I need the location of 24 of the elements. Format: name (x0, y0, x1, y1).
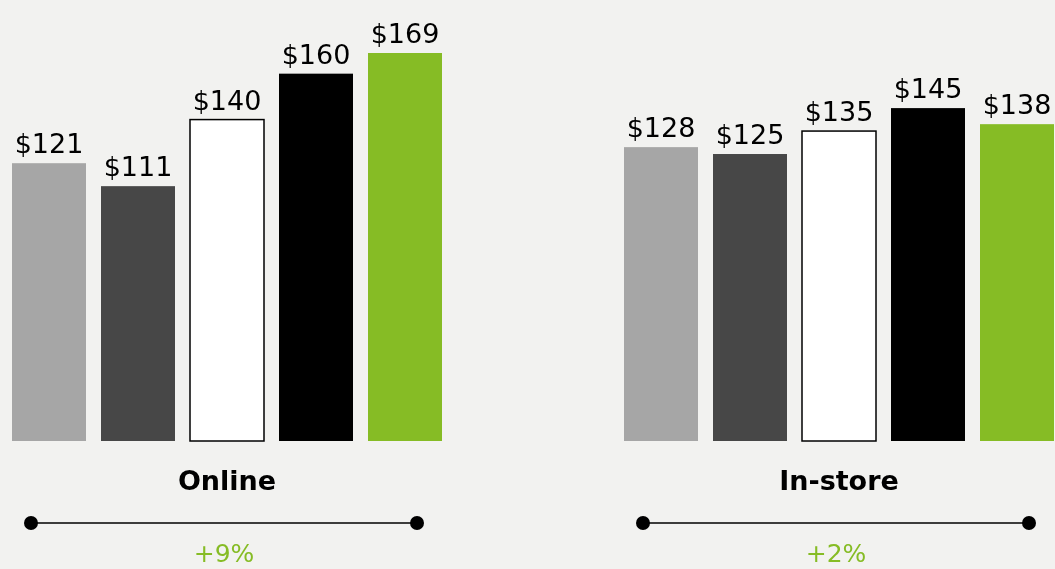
data-label: $145 (893, 73, 963, 105)
bar (801, 130, 877, 442)
data-label: $121 (14, 128, 84, 160)
data-label: $111 (103, 151, 173, 183)
data-label: $169 (370, 18, 440, 49)
data-label: $128 (626, 112, 696, 144)
text: +2% (805, 539, 867, 568)
data-label: $135 (804, 96, 874, 128)
bar (980, 124, 1054, 441)
x-tick-label: Online (177, 465, 277, 496)
data-label: $125 (715, 119, 785, 151)
data-label: $138 (982, 89, 1052, 121)
data-label: $140 (192, 84, 262, 116)
bar (891, 108, 965, 441)
bar (12, 163, 86, 441)
x-tick-label: In-store (779, 465, 899, 496)
bar (279, 73, 353, 441)
bar (624, 147, 698, 441)
data-label: $160 (281, 38, 351, 70)
bar (713, 154, 787, 441)
text: +9% (193, 539, 255, 568)
bar (189, 118, 265, 442)
bar (368, 53, 442, 441)
bar (101, 186, 175, 441)
